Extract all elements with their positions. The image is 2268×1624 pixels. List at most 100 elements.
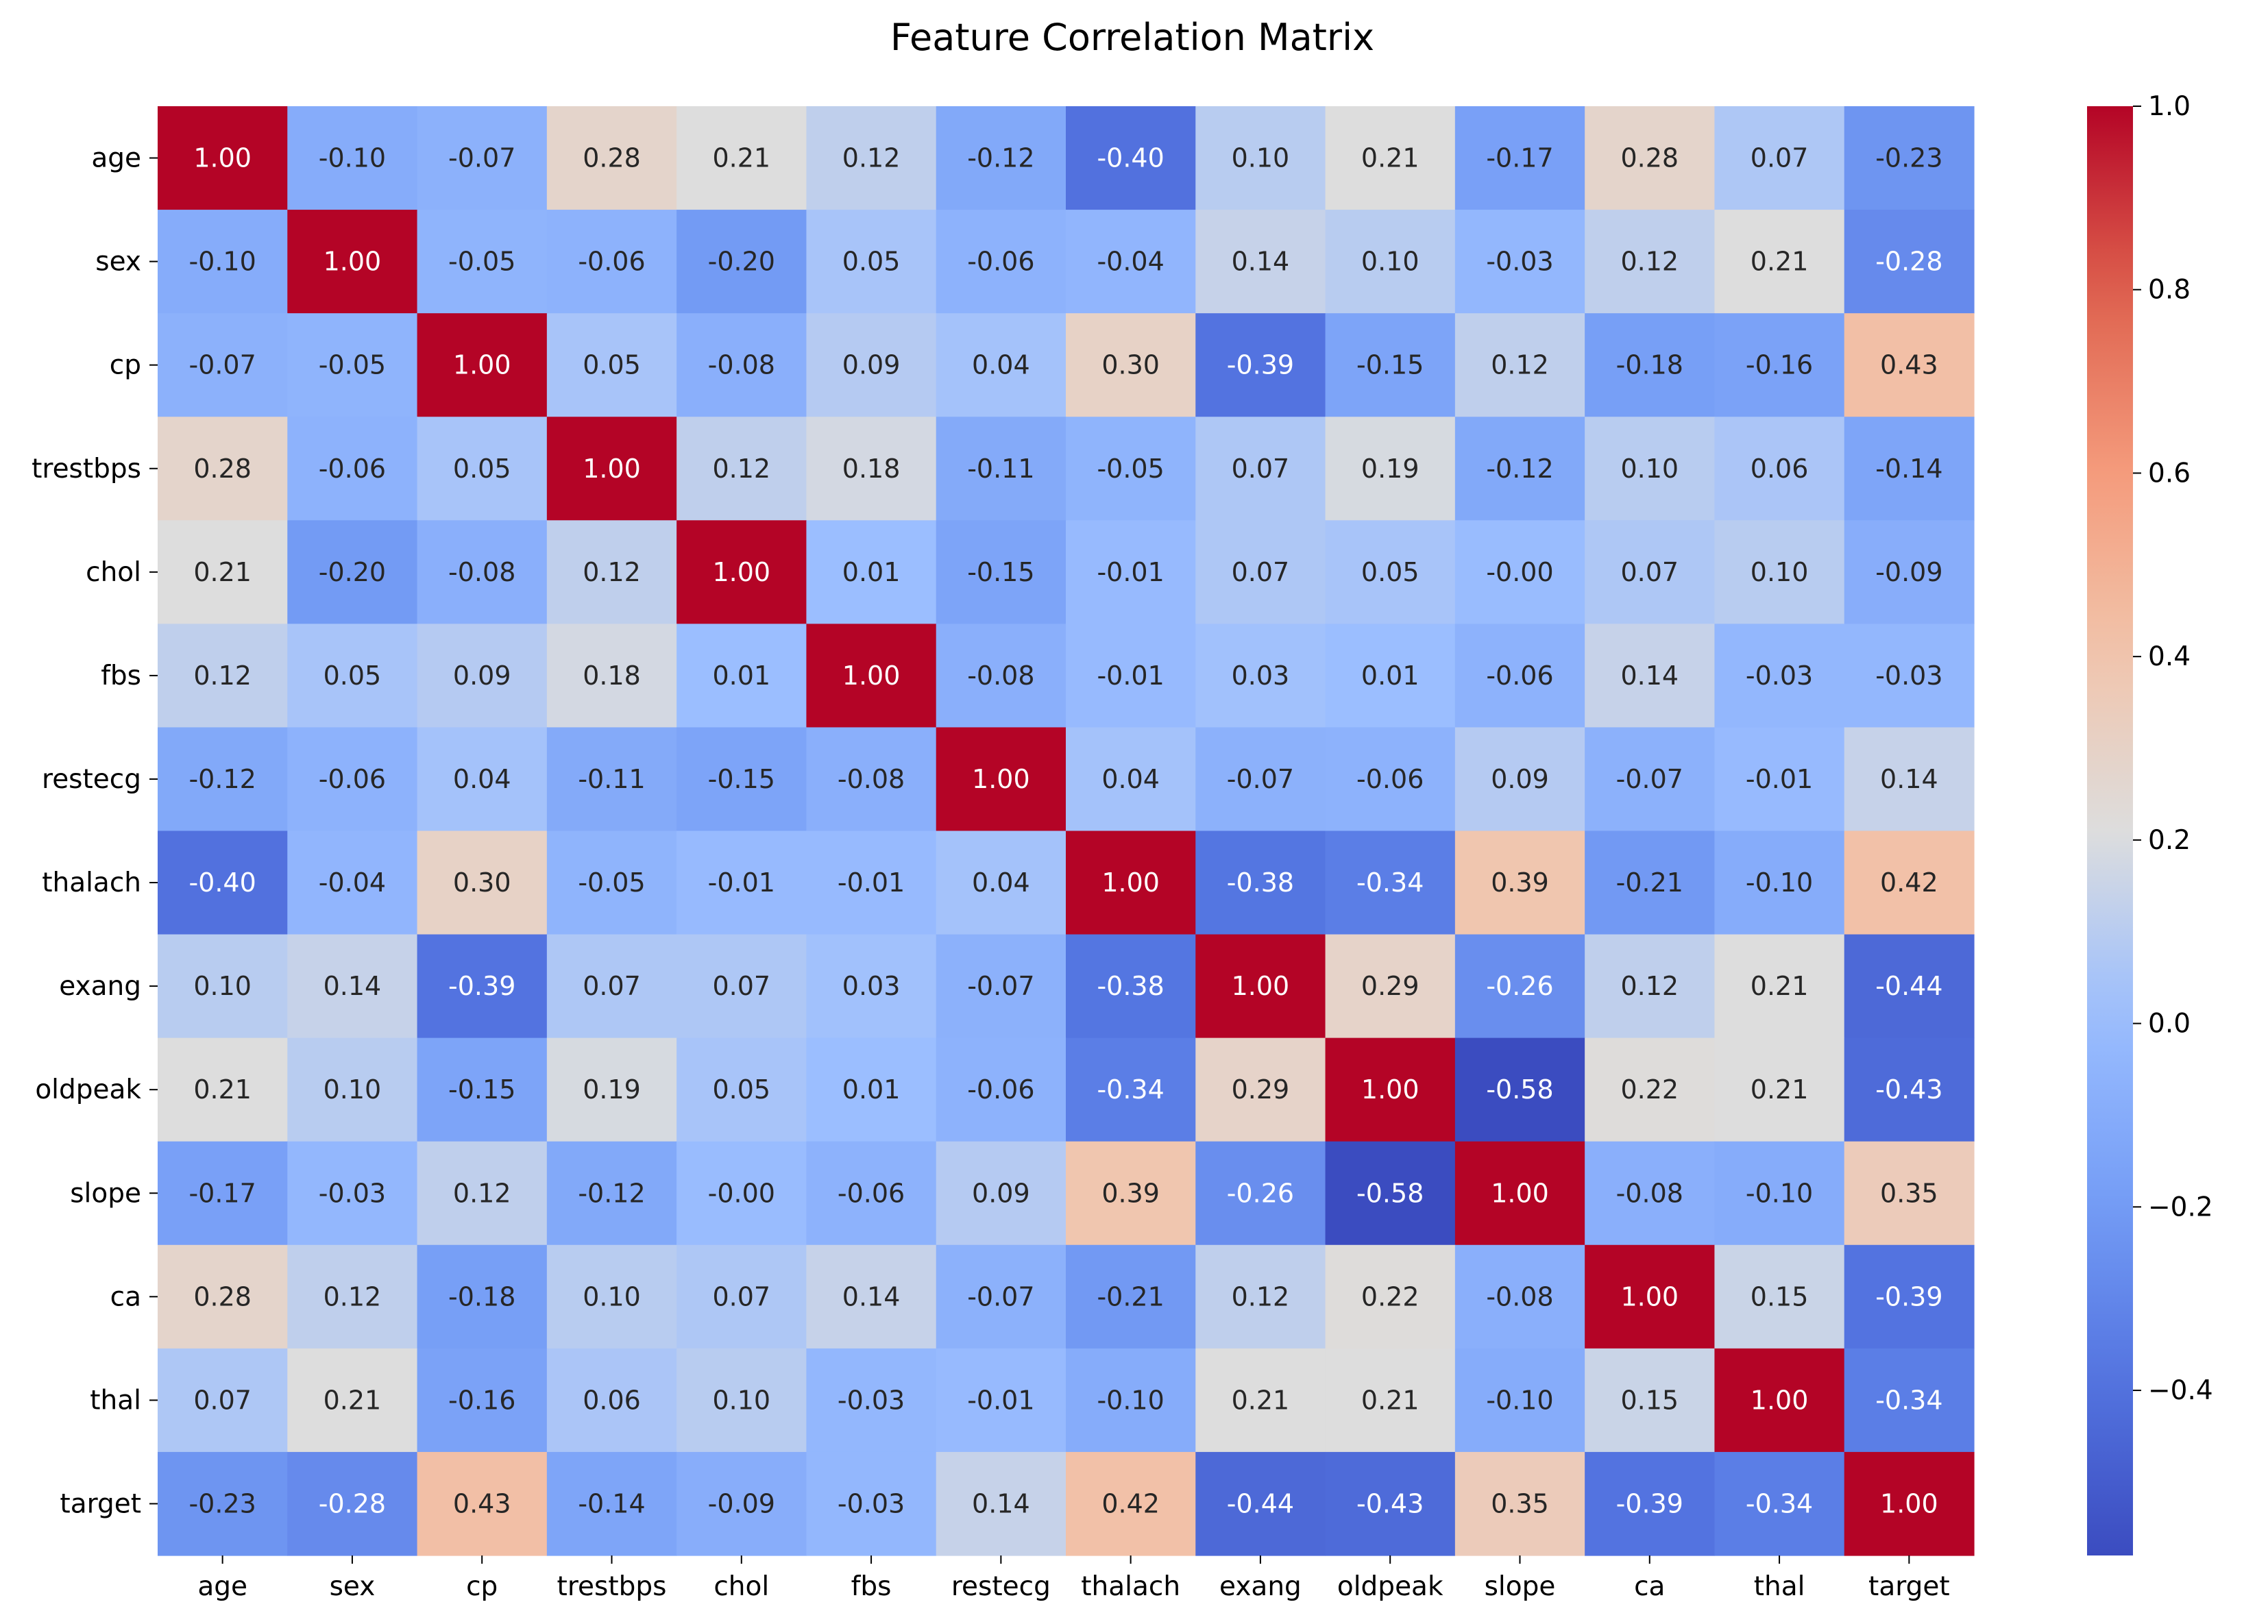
heatmap-cell <box>936 1037 1066 1142</box>
cell-value-label: 0.04 <box>972 350 1030 380</box>
heatmap-cell <box>158 210 288 314</box>
cell-value-label: -0.12 <box>578 1178 645 1208</box>
cell-value-label: 0.10 <box>712 1385 770 1415</box>
y-tick-label: oldpeak <box>35 1074 141 1105</box>
heatmap-cell <box>546 1037 677 1142</box>
heatmap-cell <box>287 313 418 417</box>
x-tick-label: restecg <box>951 1571 1051 1602</box>
heatmap-cell <box>546 1348 677 1453</box>
cell-value-label: -0.44 <box>1227 1488 1294 1518</box>
heatmap-cell <box>676 210 807 314</box>
cell-value-label: -0.01 <box>838 868 905 898</box>
heatmap-cell <box>417 1037 548 1142</box>
cell-value-label: 0.14 <box>324 971 382 1001</box>
cell-value-label: -0.34 <box>1746 1488 1813 1518</box>
cell-value-label: -0.40 <box>1097 143 1164 173</box>
cell-value-label: 0.12 <box>583 557 641 587</box>
heatmap-cell <box>417 831 548 935</box>
heatmap-cell <box>1714 1141 1845 1246</box>
y-tick-label: ca <box>110 1281 141 1312</box>
heatmap-cell <box>1714 210 1845 314</box>
cell-value-label: 0.07 <box>583 971 641 1001</box>
heatmap-cell <box>1585 624 1716 728</box>
cell-value-label: -0.06 <box>967 247 1034 277</box>
heatmap-cell <box>1066 1037 1196 1142</box>
cell-value-label: -0.38 <box>1227 868 1294 898</box>
cell-value-label: 0.12 <box>712 454 770 484</box>
colorbar-tick-label: 0.0 <box>2148 1009 2191 1039</box>
cell-value-label: -0.03 <box>838 1385 905 1415</box>
cell-value-label: 0.04 <box>453 764 511 794</box>
cell-value-label: 0.21 <box>1232 1385 1290 1415</box>
heatmap-cell <box>676 313 807 417</box>
heatmap-cell <box>806 727 937 832</box>
heatmap-cell <box>676 1451 807 1556</box>
heatmap-cell <box>1585 1244 1716 1349</box>
cell-value-label: 0.01 <box>712 661 770 691</box>
cell-value-label: -0.23 <box>188 1488 256 1518</box>
heatmap-cell <box>806 934 937 1039</box>
cell-value-label: 0.30 <box>1101 350 1160 380</box>
y-tick-label: chol <box>86 557 141 588</box>
cell-value-label: -0.44 <box>1875 971 1942 1001</box>
heatmap-cell <box>806 1244 937 1349</box>
cell-value-label: -0.34 <box>1356 868 1424 898</box>
cell-value-label: 0.42 <box>1101 1488 1160 1518</box>
heatmap-cell <box>158 313 288 417</box>
heatmap-cell <box>1714 727 1845 832</box>
heatmap-cell <box>1195 831 1326 935</box>
cell-value-label: -0.10 <box>1486 1385 1553 1415</box>
cell-value-label: -0.39 <box>1227 350 1294 380</box>
heatmap-cell <box>1066 1141 1196 1246</box>
cell-value-label: 0.18 <box>842 454 901 484</box>
cell-value-label: -0.06 <box>1486 661 1553 691</box>
cell-value-label: 0.43 <box>1880 350 1938 380</box>
cell-value-label: 0.09 <box>972 1178 1030 1208</box>
x-tick-label: thal <box>1754 1571 1805 1602</box>
heatmap-cell <box>1066 1244 1196 1349</box>
heatmap-cell <box>158 727 288 832</box>
cell-value-label: -0.00 <box>708 1178 775 1208</box>
heatmap-cell <box>806 417 937 521</box>
cell-value-label: -0.18 <box>448 1281 515 1312</box>
heatmap-cell <box>1844 1348 1975 1453</box>
cell-value-label: 0.03 <box>842 971 901 1001</box>
heatmap-cell <box>546 1244 677 1349</box>
cell-value-label: 0.10 <box>324 1074 382 1105</box>
heatmap-cell <box>158 520 288 624</box>
cell-value-label: 0.15 <box>1620 1385 1679 1415</box>
heatmap-cell <box>1844 1244 1975 1349</box>
heatmap-cell <box>936 417 1066 521</box>
heatmap-cell <box>158 417 288 521</box>
colorbar-tick-label: 0.4 <box>2148 641 2191 672</box>
y-tick-label: restecg <box>42 764 141 795</box>
heatmap-cell <box>1454 727 1585 832</box>
cell-value-label: -0.08 <box>1486 1281 1553 1312</box>
cell-value-label: 0.21 <box>1361 143 1419 173</box>
heatmap-cell <box>1195 417 1326 521</box>
heatmap-cell <box>676 1141 807 1246</box>
cell-value-label: 1.00 <box>842 661 901 691</box>
heatmap-cell <box>806 831 937 935</box>
heatmap-cell <box>936 934 1066 1039</box>
heatmap-cell <box>158 106 288 210</box>
cell-value-label: -0.21 <box>1097 1281 1164 1312</box>
cell-value-label: -0.08 <box>708 350 775 380</box>
cell-value-label: 1.00 <box>1491 1178 1549 1208</box>
cell-value-label: -0.06 <box>838 1178 905 1208</box>
cell-value-label: 0.07 <box>712 971 770 1001</box>
heatmap-cell <box>806 1037 937 1142</box>
heatmap-cell <box>1714 1244 1845 1349</box>
cell-value-label: -0.14 <box>1875 454 1942 484</box>
heatmap-cell <box>287 1451 418 1556</box>
heatmap-cell <box>417 934 548 1039</box>
y-tick-label: fbs <box>101 661 141 691</box>
cell-value-label: 0.15 <box>1751 1281 1809 1312</box>
cell-value-label: -0.03 <box>1875 661 1942 691</box>
heatmap-cell <box>1454 1451 1585 1556</box>
cell-value-label: 0.10 <box>1751 557 1809 587</box>
colorbar-tick-label: 0.6 <box>2148 458 2191 489</box>
cell-value-label: 0.39 <box>1101 1178 1160 1208</box>
cell-value-label: 0.10 <box>1232 143 1290 173</box>
cell-value-label: -0.01 <box>967 1385 1034 1415</box>
